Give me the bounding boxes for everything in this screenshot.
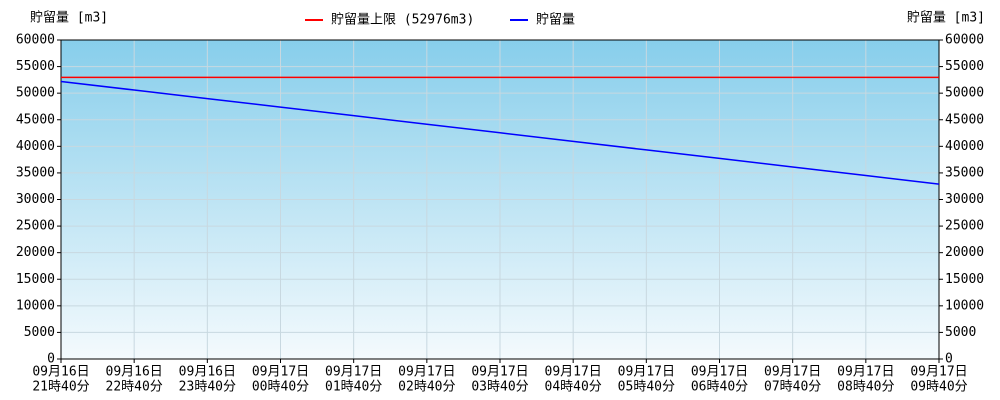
y-tick-label: 0 xyxy=(47,352,55,367)
x-tick-label: 09月17日 xyxy=(545,365,602,380)
x-tick-label: 07時40分 xyxy=(764,380,821,395)
y2-tick-label: 5000 xyxy=(945,325,976,340)
x-tick-label: 09月16日 xyxy=(106,365,163,380)
y-tick-label: 30000 xyxy=(16,192,55,207)
y2-tick-label: 30000 xyxy=(945,192,984,207)
y-tick-label: 10000 xyxy=(16,298,55,313)
y-tick-label: 50000 xyxy=(16,86,55,101)
y2-axis-title: 貯留量 [m3] xyxy=(907,11,985,26)
y-tick-label: 15000 xyxy=(16,272,55,287)
x-tick-label: 02時40分 xyxy=(398,380,455,395)
x-tick-label: 09月17日 xyxy=(764,365,821,380)
y2-tick-label: 60000 xyxy=(945,33,984,48)
x-tick-label: 09月17日 xyxy=(252,365,309,380)
x-tick-label: 09月17日 xyxy=(325,365,382,380)
x-tick-label: 23時40分 xyxy=(179,380,236,395)
y-tick-label: 45000 xyxy=(16,112,55,127)
x-tick-label: 01時40分 xyxy=(325,380,382,395)
x-tick-label: 03時40分 xyxy=(471,380,528,395)
x-tick-label: 08時40分 xyxy=(837,380,894,395)
y2-tick-label: 15000 xyxy=(945,272,984,287)
x-tick-label: 09月17日 xyxy=(471,365,528,380)
y-tick-label: 5000 xyxy=(24,325,55,340)
x-tick-label: 05時40分 xyxy=(618,380,675,395)
x-tick-label: 09時40分 xyxy=(910,380,967,395)
plot-area xyxy=(60,39,940,360)
y-tick-label: 25000 xyxy=(16,219,55,234)
y2-tick-label: 45000 xyxy=(945,112,984,127)
y2-tick-label: 50000 xyxy=(945,86,984,101)
y-tick-label: 55000 xyxy=(16,59,55,74)
x-tick-label: 09月17日 xyxy=(398,365,455,380)
x-tick-label: 09月17日 xyxy=(837,365,894,380)
series-line xyxy=(60,80,940,185)
y-tick-label: 20000 xyxy=(16,245,55,260)
y-tick-label: 40000 xyxy=(16,139,55,154)
x-tick-label: 09月17日 xyxy=(910,365,967,380)
y2-tick-label: 25000 xyxy=(945,219,984,234)
y-tick-label: 35000 xyxy=(16,165,55,180)
x-tick-label: 00時40分 xyxy=(252,380,309,395)
y-axis-title: 貯留量 [m3] xyxy=(30,11,108,26)
x-tick-label: 04時40分 xyxy=(545,380,602,395)
legend-label: 貯留量 xyxy=(536,13,575,28)
y2-tick-label: 35000 xyxy=(945,165,984,180)
x-tick-label: 09月17日 xyxy=(618,365,675,380)
x-tick-label: 06時40分 xyxy=(691,380,748,395)
x-tick-label: 09月17日 xyxy=(691,365,748,380)
y2-tick-label: 20000 xyxy=(945,245,984,260)
x-tick-label: 09月16日 xyxy=(179,365,236,380)
x-tick-label: 22時40分 xyxy=(106,380,163,395)
legend-label: 貯留量上限 (52976m3) xyxy=(331,13,474,28)
y2-tick-label: 40000 xyxy=(945,139,984,154)
x-tick-label: 21時40分 xyxy=(32,380,89,395)
x-tick-label: 09月16日 xyxy=(32,365,89,380)
y-tick-label: 60000 xyxy=(16,33,55,48)
y2-tick-label: 0 xyxy=(945,352,953,367)
y2-tick-label: 55000 xyxy=(945,59,984,74)
y2-tick-label: 10000 xyxy=(945,298,984,313)
